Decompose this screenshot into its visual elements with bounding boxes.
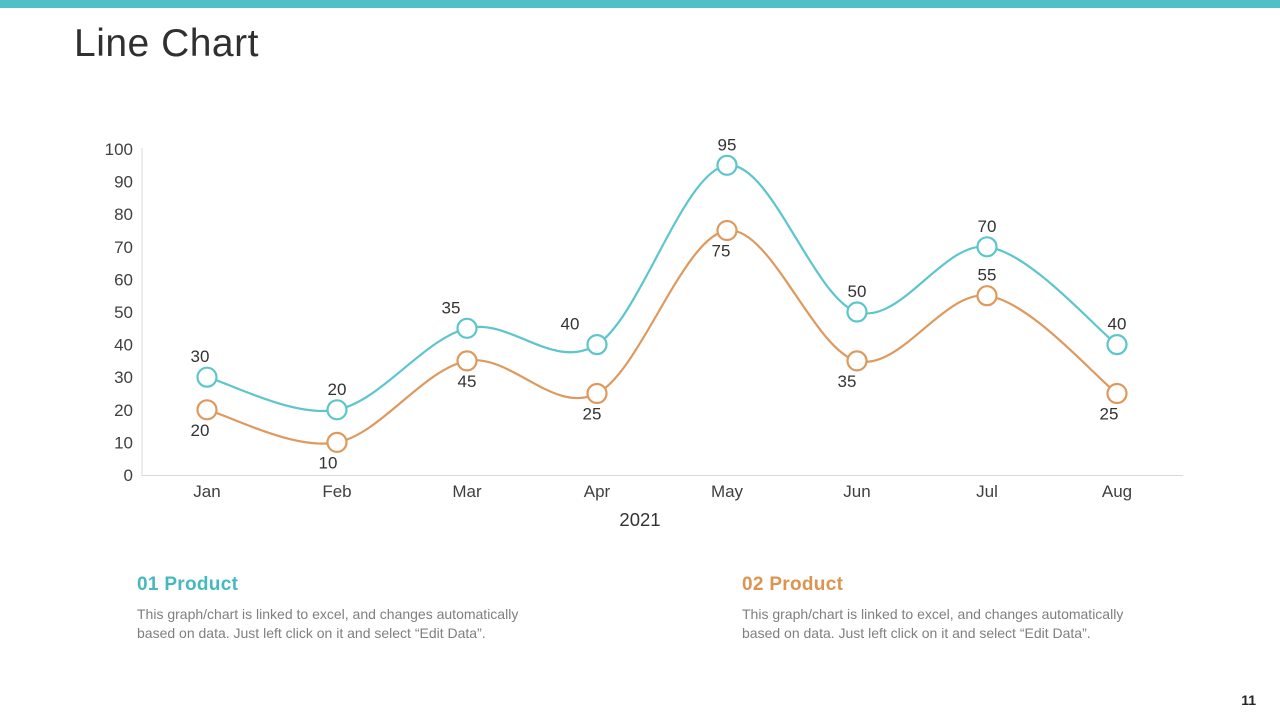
x-axis-category-label: Jan <box>193 482 220 501</box>
y-axis-tick-label: 0 <box>124 466 133 485</box>
data-point-label: 25 <box>1100 405 1119 424</box>
legend-description-line: based on data. Just left click on it and… <box>742 625 1091 641</box>
data-point-label: 30 <box>191 347 210 366</box>
data-point-label: 25 <box>583 405 602 424</box>
data-point-marker <box>196 366 218 388</box>
y-axis-tick-label: 60 <box>114 270 133 289</box>
data-point-label: 20 <box>191 421 210 440</box>
legend-description-product-2: This graph/chart is linked to excel, and… <box>742 605 1202 643</box>
data-point-label: 40 <box>1108 315 1127 334</box>
data-point-marker <box>586 334 608 356</box>
data-point-marker <box>846 301 868 323</box>
data-point-marker <box>326 399 348 421</box>
x-axis-category-label: Jul <box>976 482 998 501</box>
data-point-marker <box>976 236 998 258</box>
data-point-label: 45 <box>458 372 477 391</box>
data-point-label: 10 <box>319 453 338 472</box>
data-point-label: 40 <box>561 315 580 334</box>
page-number: 11 <box>1241 692 1256 708</box>
data-point-marker <box>846 350 868 372</box>
legend-item-product-2: 02 Product This graph/chart is linked to… <box>742 574 1202 643</box>
data-point-marker <box>716 154 738 176</box>
data-point-marker <box>976 285 998 307</box>
x-axis-category-label: May <box>711 482 744 501</box>
data-point-label: 35 <box>838 372 857 391</box>
x-axis-category-label: Jun <box>843 482 870 501</box>
x-axis-category-label: Apr <box>584 482 611 501</box>
data-point-marker <box>456 317 478 339</box>
y-axis-tick-label: 100 <box>105 140 133 159</box>
legend-description-line: This graph/chart is linked to excel, and… <box>742 606 1124 622</box>
legend-item-product-1: 01 Product This graph/chart is linked to… <box>137 574 597 643</box>
data-point-label: 50 <box>848 282 867 301</box>
data-point-marker <box>456 350 478 372</box>
x-axis-category-label: Feb <box>322 482 351 501</box>
data-point-marker <box>1106 334 1128 356</box>
series-line-1 <box>205 164 1119 413</box>
top-accent-bar <box>0 0 1280 8</box>
data-point-label: 55 <box>978 266 997 285</box>
data-point-marker <box>586 382 608 405</box>
x-axis-category-label: Mar <box>452 482 482 501</box>
data-point-label: 35 <box>442 298 461 317</box>
series-line-2 <box>205 229 1119 445</box>
y-axis-tick-label: 20 <box>114 401 133 420</box>
data-point-label: 20 <box>328 380 347 399</box>
legend-description-product-1: This graph/chart is linked to excel, and… <box>137 605 597 643</box>
data-point-label: 75 <box>712 242 731 261</box>
y-axis-tick-label: 90 <box>114 173 133 192</box>
data-point-marker <box>326 431 348 453</box>
legend-description-line: based on data. Just left click on it and… <box>137 625 486 641</box>
y-axis-tick-label: 10 <box>114 433 133 452</box>
y-axis-tick-label: 30 <box>114 368 133 387</box>
data-point-label: 70 <box>978 217 997 236</box>
legend-title-product-1: 01 Product <box>137 574 239 595</box>
x-axis-category-label: Aug <box>1102 482 1132 501</box>
y-axis-tick-label: 80 <box>114 205 133 224</box>
legend-title-product-2: 02 Product <box>742 574 844 595</box>
y-axis-tick-label: 50 <box>114 303 133 322</box>
legend-description-line: This graph/chart is linked to excel, and… <box>137 606 519 622</box>
x-axis-title: 2021 <box>619 509 660 530</box>
line-chart[interactable]: 100 90 80 70 60 50 40 30 20 10 0 Jan Feb Mar Apr May Jun… <box>95 135 1195 535</box>
data-point-marker <box>1106 382 1128 405</box>
page-title: Line Chart <box>74 22 259 65</box>
data-point-label: 95 <box>718 135 737 154</box>
y-axis-tick-label: 70 <box>114 238 133 257</box>
data-point-marker <box>196 399 218 421</box>
data-point-marker <box>716 219 738 242</box>
y-axis-tick-label: 40 <box>114 336 133 355</box>
